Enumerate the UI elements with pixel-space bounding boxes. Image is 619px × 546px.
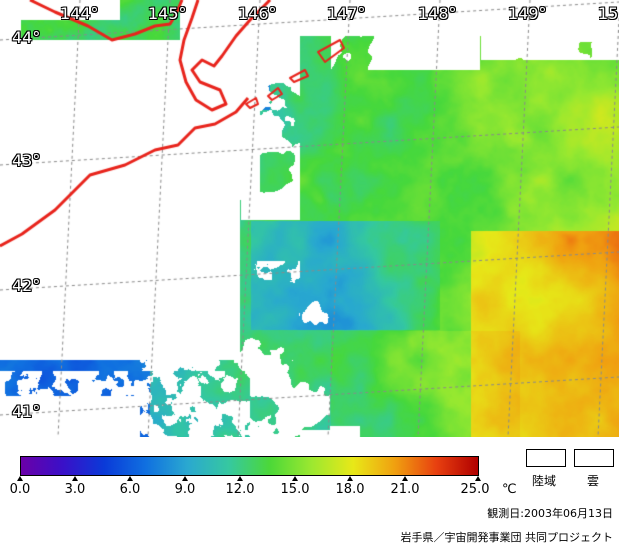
lon-label-149: 149° xyxy=(508,4,547,23)
colorbar-tick-label: 25.0 xyxy=(460,482,490,497)
lon-label-144: 144° xyxy=(60,4,99,23)
lat-label-42: 42° xyxy=(12,276,41,295)
lon-label-145: 145° xyxy=(148,4,187,23)
colorbar-tick-label: 12.0 xyxy=(225,482,255,497)
lat-label-41: 41° xyxy=(12,402,41,421)
colorbar-tick-mark xyxy=(402,476,408,481)
lat-label-44: 44° xyxy=(12,28,41,47)
colorbar-tick-label: 9.0 xyxy=(174,482,196,497)
sst-map xyxy=(0,0,619,437)
colorbar-tick-mark xyxy=(475,476,481,481)
lat-label-43: 43° xyxy=(12,151,41,170)
colorbar-tick-label: 21.0 xyxy=(390,482,420,497)
temperature-colorbar xyxy=(20,456,479,476)
colorbar-tick-mark xyxy=(182,476,188,481)
lon-label-148: 148° xyxy=(418,4,457,23)
colorbar-tick-label: 6.0 xyxy=(119,482,141,497)
land-legend-label: 陸域 xyxy=(532,474,557,488)
lon-label-147: 147° xyxy=(327,4,366,23)
colorbar-unit: ℃ xyxy=(502,482,517,497)
colorbar-tick-label: 18.0 xyxy=(335,482,365,497)
land-legend-swatch xyxy=(526,449,566,467)
colorbar-tick-label: 0.0 xyxy=(9,482,31,497)
observation-date: 観測日:2003年06月13日 xyxy=(487,507,613,520)
colorbar-tick-mark xyxy=(347,476,353,481)
colorbar-tick-mark xyxy=(72,476,78,481)
colorbar-tick-mark xyxy=(237,476,243,481)
lon-label-150: 15 xyxy=(598,4,619,23)
colorbar-tick-mark xyxy=(17,476,23,481)
colorbar-tick-label: 15.0 xyxy=(280,482,310,497)
colorbar-tick-mark xyxy=(127,476,133,481)
lon-label-146: 146° xyxy=(238,4,277,23)
credit-text: 岩手県／宇宙開発事業団 共同プロジェクト xyxy=(400,531,614,544)
colorbar-tick-mark xyxy=(292,476,298,481)
colorbar-tick-label: 3.0 xyxy=(64,482,86,497)
cloud-legend-swatch xyxy=(574,449,614,467)
cloud-legend-label: 雲 xyxy=(587,474,600,488)
